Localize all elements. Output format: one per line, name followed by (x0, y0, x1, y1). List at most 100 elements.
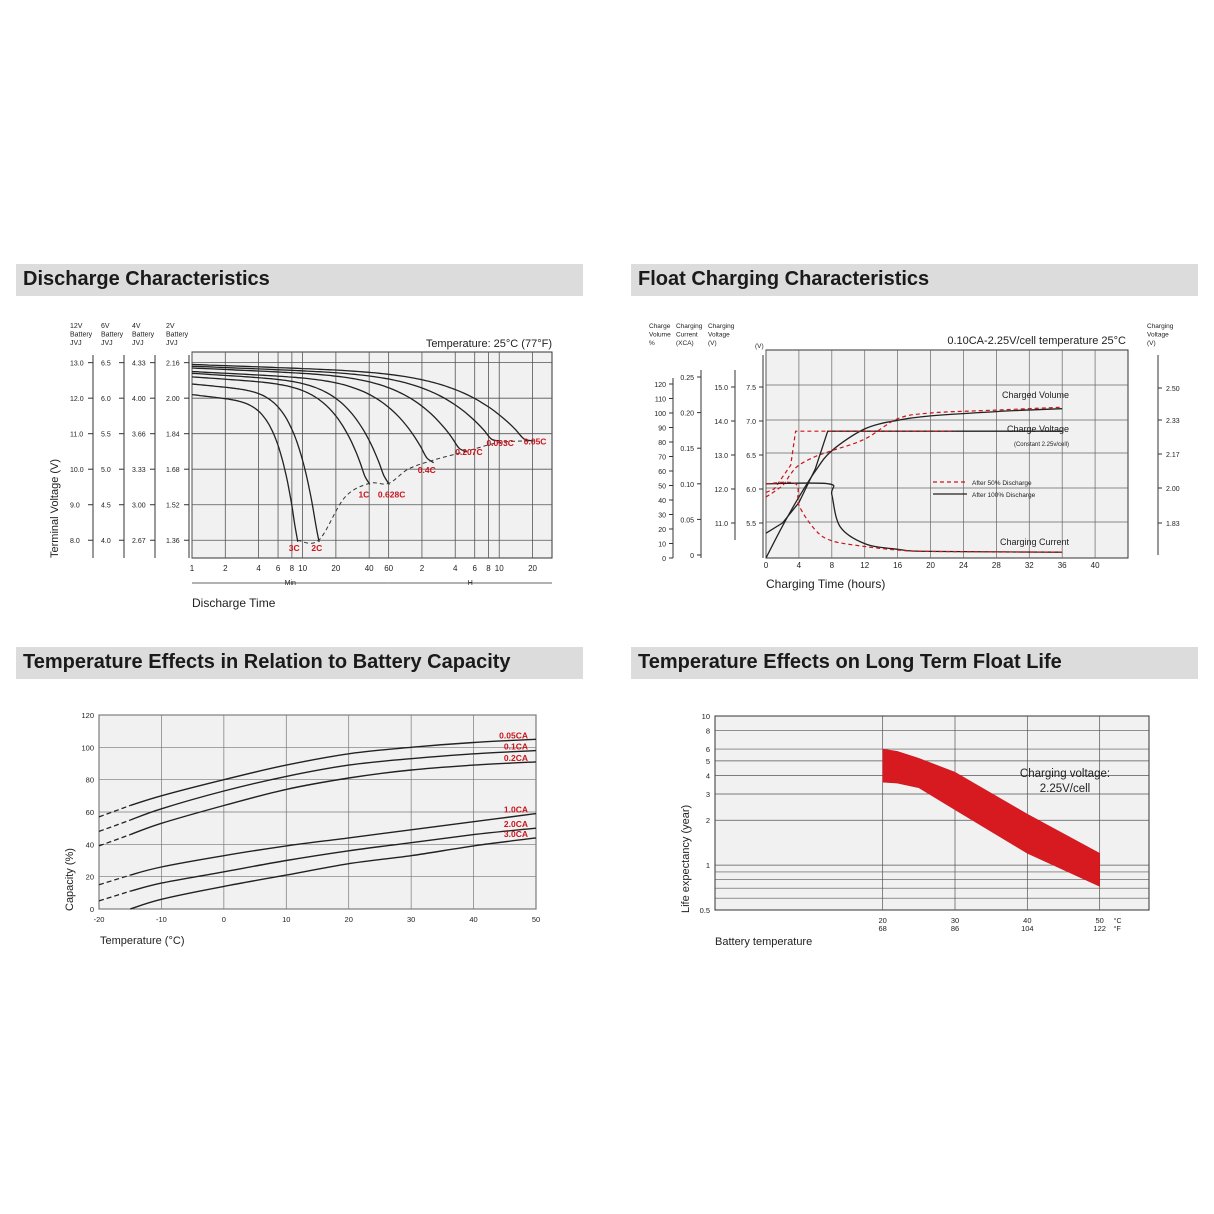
x-tick-label: 20 (345, 915, 353, 924)
scale-tick-label: 6.0 (101, 396, 111, 403)
scale-header: Battery (132, 332, 155, 339)
y-tick-label: 20 (86, 873, 94, 882)
legend-label-100: After 100% Discharge (972, 492, 1036, 499)
axis-tick-label: 70 (658, 455, 666, 462)
capacity-curve-3.0CA (129, 837, 537, 910)
discharge-curve-1C (191, 376, 371, 485)
axis-tick-label: 2.50 (1166, 386, 1180, 393)
discharge-curve-0.05C (191, 363, 534, 442)
x-axis-label: Battery temperature (715, 936, 812, 948)
axis-tick-label: 7.0 (746, 419, 756, 426)
discharge-curve-0.093C (191, 365, 501, 442)
capacity-curve-dashed-1.0CA (98, 874, 131, 886)
axis-tick-label: 1.83 (1166, 521, 1180, 528)
capacity-curve-2.0CA (130, 827, 537, 892)
scale-tick-label: 4.00 (132, 396, 146, 403)
axis-tick-label: 0.15 (680, 446, 694, 453)
axis-tick-label: 15.0 (714, 385, 728, 392)
x-tick-label: 8 (830, 561, 835, 570)
charged-volume-100 (765, 408, 1063, 559)
capacity-curve-dashed-2.0CA (98, 890, 131, 902)
x-tick-label: 30 (407, 915, 415, 924)
y-tick-label: 0 (90, 905, 94, 914)
x-tick-label: 4 (797, 561, 802, 570)
scale-tick-label: 1.68 (166, 467, 180, 474)
scale-header: 6V (101, 323, 110, 330)
curve-label-0.628C: 0.628C (378, 490, 405, 500)
x-tick-label: 2 (223, 564, 228, 573)
scale-header: JVJ (101, 340, 113, 347)
capacity-curve-dashed-0.2CA (98, 833, 131, 847)
discharge-curve-2C (191, 383, 320, 543)
scale-header: JVJ (70, 340, 82, 347)
x-tick-label-c: 50 (1095, 916, 1103, 925)
scale-tick-label: 4.33 (132, 361, 146, 368)
axis-header: Voltage (708, 332, 730, 339)
y-tick-label: 6 (706, 745, 710, 754)
axis-tick-label: 20 (658, 527, 666, 534)
x-tick-label: 10 (495, 564, 504, 573)
axis-tick-label: 6.5 (746, 453, 756, 460)
x-tick-label: 12 (860, 561, 869, 570)
scale-tick-label: 1.36 (166, 538, 180, 545)
scale-tick-label: 3.33 (132, 467, 146, 474)
scale-tick-label: 5.0 (101, 467, 111, 474)
y-tick-label: 100 (81, 743, 94, 752)
scale-tick-label: 6.5 (101, 361, 111, 368)
x-tick-label: 0 (222, 915, 226, 924)
axis-tick-label: 120 (654, 382, 666, 389)
life-expectancy-band (882, 748, 1100, 887)
scale-tick-label: 4.0 (101, 538, 111, 545)
curve-label-0.093C: 0.093C (486, 438, 513, 448)
y-tick-label: 0.5 (700, 906, 710, 915)
x-tick-label-c: 20 (878, 916, 886, 925)
axis-tick-label: 0 (690, 553, 694, 560)
x-tick-label-f: 122 (1093, 924, 1106, 933)
capacity-curve-0.05CA (129, 738, 537, 807)
axis-tick-label: 0.25 (680, 375, 694, 382)
float-life-header: Temperature Effects on Long Term Float L… (631, 647, 1198, 679)
axis-tick-label: 110 (655, 397, 666, 404)
x-tick-label: 8 (486, 564, 491, 573)
y-axis-label: Life expectancy (year) (680, 805, 692, 913)
curve-label-0.207C: 0.207C (455, 447, 482, 457)
float-title: Float Charging Characteristics (638, 268, 930, 290)
x-tick-label: 16 (893, 561, 902, 570)
scale-tick-label: 3.66 (132, 432, 146, 439)
x-tick-label: 20 (926, 561, 935, 570)
capacity-curve-dashed-0.05CA (98, 804, 131, 818)
scale-tick-label: 1.84 (166, 432, 180, 439)
x-tick-label-f: 68 (878, 924, 886, 933)
axis-header: Volume (649, 332, 671, 339)
scale-tick-label: 4.5 (101, 503, 111, 510)
x-tick-label: 4 (453, 564, 458, 573)
x-tick-label: 28 (992, 561, 1001, 570)
x-tick-label: 0 (764, 561, 769, 570)
x-unit-min: Min (285, 580, 296, 587)
axis-header: Charging (676, 323, 703, 330)
discharge-title: Discharge Characteristics (23, 268, 270, 290)
x-tick-label-c: 30 (951, 916, 959, 925)
x-tick-label: 36 (1058, 561, 1067, 570)
axis-tick-label: 60 (658, 469, 666, 476)
axis-tick-label: 10 (658, 542, 666, 549)
curve-label-0.05CA: 0.05CA (499, 730, 528, 740)
x-tick-label-c: 40 (1023, 916, 1031, 925)
curve-label-0.1CA: 0.1CA (504, 742, 528, 752)
annotation: Temperature: 25°C (77°F) (426, 338, 552, 350)
float-life-title: Temperature Effects on Long Term Float L… (638, 651, 1062, 673)
axis-tick-label: 2.33 (1166, 418, 1180, 425)
scale-header: Battery (70, 332, 93, 339)
x-tick-label: -10 (156, 915, 167, 924)
scale-tick-label: 13.0 (70, 361, 84, 368)
scale-header: JVJ (166, 340, 178, 347)
axis-header: (V) (755, 343, 764, 350)
charge-voltage-50 (765, 430, 956, 493)
scale-tick-label: 12.0 (70, 396, 84, 403)
x-tick-label-f: 86 (951, 924, 959, 933)
axis-header: (V) (1147, 340, 1156, 347)
temp-capacity-chart: -20 -10 0 10 20 30 40 50 0 20 40 60 80 100 120 Temperat… (64, 711, 540, 947)
discharge-curve-3C (191, 393, 299, 542)
scale-header: Battery (101, 332, 124, 339)
y-tick-label: 80 (86, 776, 94, 785)
